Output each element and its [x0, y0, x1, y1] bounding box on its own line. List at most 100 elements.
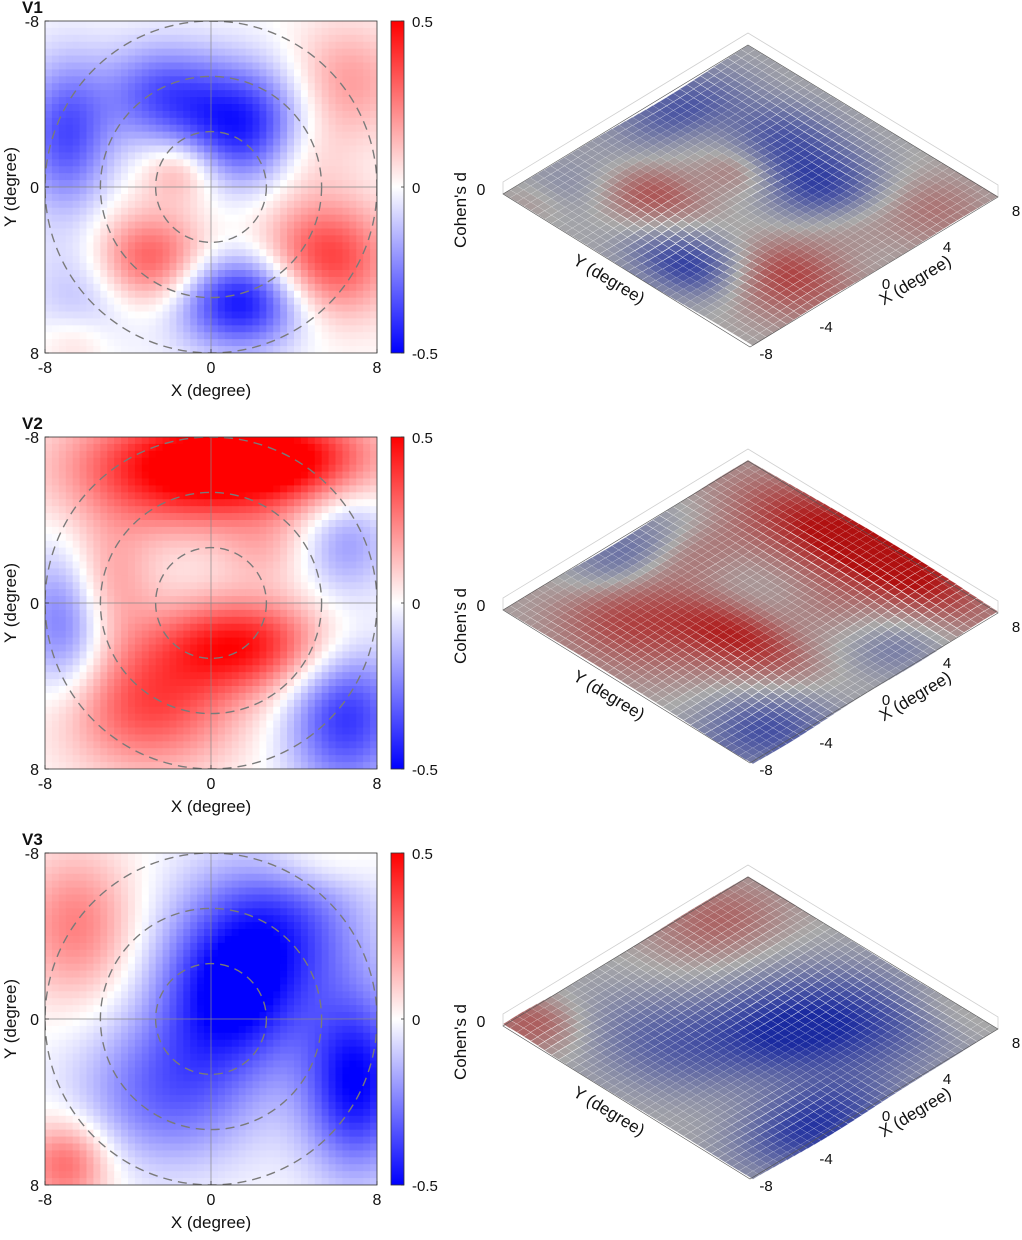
- heatmap-cell: [300, 575, 309, 583]
- heatmap-cell: [280, 76, 288, 84]
- heatmap-cell: [169, 603, 178, 611]
- heatmap-cell: [107, 332, 115, 340]
- heatmap-cell: [307, 540, 316, 549]
- heatmap-cell: [245, 242, 254, 250]
- heatmap-cell: [141, 561, 150, 570]
- heatmap-cell: [79, 214, 88, 223]
- heatmap-cell: [121, 242, 129, 250]
- heatmap-cell: [93, 437, 101, 445]
- heatmap-cell: [204, 318, 212, 326]
- heatmap-cell: [51, 283, 60, 292]
- heatmap-cell: [65, 513, 74, 521]
- heatmap-cell: [190, 616, 198, 625]
- surface-patch: [619, 210, 635, 220]
- heatmap-cell: [363, 83, 371, 91]
- heatmap-cell: [79, 437, 88, 445]
- surface-patch: [881, 245, 897, 255]
- heatmap-cell: [58, 547, 67, 556]
- heatmap-cell: [128, 568, 136, 576]
- surface-patch: [675, 239, 690, 248]
- heatmap-cell: [370, 62, 377, 71]
- heatmap-cell: [356, 235, 364, 243]
- heatmap-cell: [370, 21, 377, 29]
- heatmap-cell: [121, 138, 129, 147]
- heatmap-cell: [217, 603, 226, 611]
- heatmap-cell: [231, 62, 240, 71]
- heatmap-cell: [79, 561, 88, 570]
- heatmap-cell: [370, 27, 377, 36]
- heatmap-cell: [245, 34, 254, 43]
- heatmap-cell: [252, 623, 261, 632]
- heatmap-cell: [287, 242, 295, 250]
- heatmap-cell: [107, 499, 115, 507]
- heatmap-cell: [314, 173, 323, 181]
- heatmap-cell: [217, 104, 226, 112]
- heatmap-cell: [300, 547, 309, 556]
- heatmap-cell: [176, 69, 184, 77]
- heatmap-cell: [121, 506, 129, 514]
- heatmap-cell: [335, 131, 344, 140]
- heatmap-cell: [287, 145, 295, 154]
- heatmap-cell: [356, 180, 364, 188]
- heatmap-cell: [273, 568, 281, 576]
- heatmap-cell: [224, 437, 233, 445]
- heatmap-cell: [287, 90, 295, 98]
- heatmap-cell: [335, 256, 344, 264]
- heatmap-cell: [280, 575, 288, 583]
- heatmap-cell: [176, 575, 184, 583]
- heatmap-cell: [169, 249, 178, 257]
- heatmap-cell: [342, 325, 350, 333]
- heatmap-cell: [370, 180, 377, 188]
- heatmap-cell: [176, 582, 184, 590]
- heatmap-cell: [287, 478, 295, 487]
- heatmap-cell: [183, 166, 191, 174]
- heatmap-cell: [224, 207, 233, 216]
- surface-patch: [772, 311, 788, 320]
- heatmap-cell: [224, 90, 233, 98]
- heatmap-cell: [307, 21, 316, 29]
- heatmap-cell: [107, 457, 115, 466]
- heatmap-cell: [356, 457, 364, 466]
- heatmap-cell: [148, 21, 157, 29]
- heatmap-cell: [300, 48, 309, 57]
- heatmap-cell: [204, 443, 212, 452]
- heatmap-cell: [169, 180, 178, 188]
- heatmap-cell: [314, 90, 323, 98]
- heatmap-cell: [79, 263, 88, 271]
- heatmap-cell: [128, 249, 136, 257]
- heatmap-cell: [162, 235, 171, 243]
- heatmap-cell: [335, 492, 344, 500]
- heatmap-cell: [45, 471, 53, 480]
- heatmap-cell: [134, 242, 143, 250]
- heatmap-cell: [245, 450, 254, 459]
- heatmap-cell: [65, 228, 74, 237]
- heatmap-cell: [349, 48, 357, 57]
- heatmap-cell: [86, 166, 95, 174]
- heatmap-cell: [134, 21, 143, 29]
- heatmap-cell: [162, 117, 171, 126]
- heatmap-cell: [100, 589, 108, 597]
- heatmap-cell: [45, 27, 53, 36]
- heatmap-cell: [114, 283, 122, 292]
- surface-patch: [762, 92, 777, 102]
- heatmap-cell: [321, 554, 330, 563]
- heatmap-cell: [86, 145, 95, 154]
- heatmap-cell: [342, 520, 350, 528]
- heatmap-cell: [114, 76, 122, 84]
- heatmap-cell: [307, 263, 316, 271]
- surface-patch: [895, 237, 910, 247]
- heatmap-cell: [204, 21, 212, 29]
- heatmap-cell: [252, 443, 261, 452]
- heatmap-cell: [307, 297, 316, 306]
- heatmap-cell: [148, 290, 157, 299]
- heatmap-cell: [162, 311, 171, 320]
- heatmap-cell: [114, 311, 122, 320]
- heatmap-cell: [294, 568, 302, 576]
- heatmap-cell: [65, 159, 74, 167]
- heatmap-cell: [141, 214, 150, 223]
- heatmap-cell: [280, 270, 288, 278]
- heatmap-cell: [162, 304, 171, 313]
- heatmap-cell: [197, 561, 205, 570]
- heatmap-cell: [335, 478, 344, 487]
- surface-patch: [606, 219, 621, 229]
